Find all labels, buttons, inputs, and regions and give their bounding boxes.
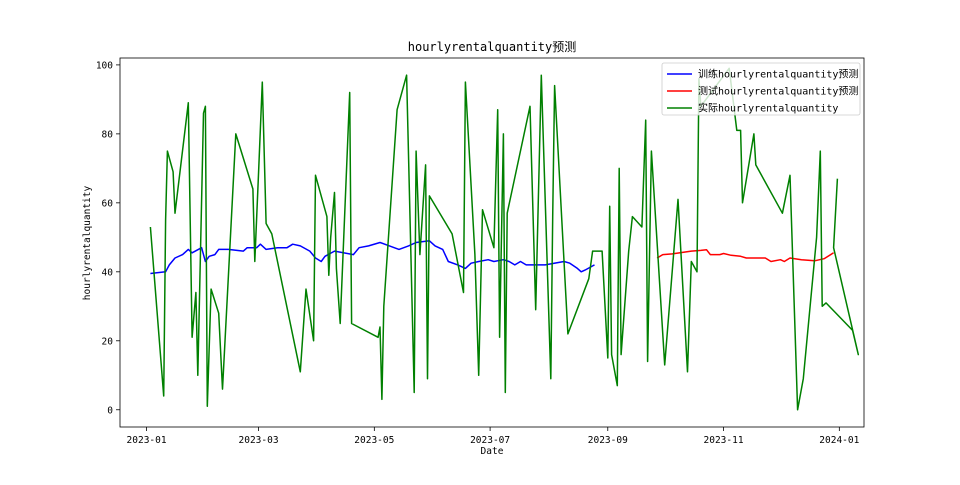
x-tick-label: 2023-09	[588, 435, 628, 446]
y-tick-label: 40	[102, 267, 114, 278]
x-tick-label: 2023-03	[239, 435, 279, 446]
legend: 训练hourlyrentalquantity预测测试hourlyrentalqu…	[661, 62, 861, 116]
y-tick-label: 80	[102, 129, 114, 140]
y-tick-label: 20	[102, 336, 114, 347]
x-axis: 2023-01 2023-03 2023-05 2023-07 2023-09 2023-…	[127, 427, 860, 446]
y-axis: 0 20 40 60 80 100	[96, 60, 120, 416]
y-axis-label: hourlyrentalquantity	[82, 186, 93, 301]
legend-label: 训练hourlyrentalquantity预测	[698, 68, 858, 81]
y-tick-label: 60	[102, 198, 114, 209]
legend-label: 测试hourlyrentalquantity预测	[698, 85, 858, 98]
x-tick-label: 2023-01	[127, 435, 167, 446]
plot-area	[149, 67, 860, 411]
chart-title: hourlyrentalquantity预测	[408, 40, 577, 54]
y-tick-label: 100	[96, 60, 113, 71]
axes-frame	[119, 57, 865, 428]
x-tick-label: 2023-05	[354, 435, 394, 446]
x-tick-label: 2023-11	[704, 435, 744, 446]
series-line-3	[149, 67, 860, 411]
x-tick-label: 2024-01	[819, 435, 859, 446]
series-line-1	[150, 240, 595, 275]
legend-box	[661, 62, 861, 116]
series-line-2	[656, 248, 834, 263]
y-tick-label: 0	[107, 405, 113, 416]
x-tick-label: 2023-07	[470, 435, 510, 446]
legend-label: 实际hourlyrentalquantity	[698, 102, 838, 115]
x-axis-label: Date	[481, 446, 504, 457]
